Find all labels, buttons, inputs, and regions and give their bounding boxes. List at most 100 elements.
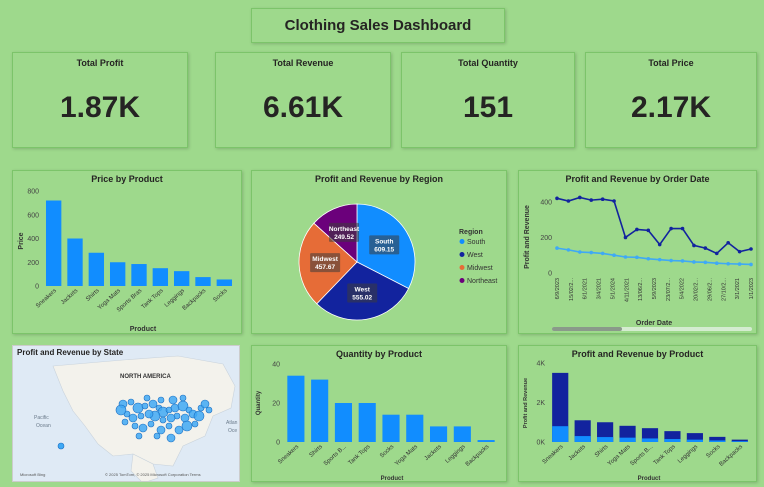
region-pie-chart[interactable]: South609.15West555.02Midwest457.67Northe… bbox=[252, 171, 508, 335]
chart-title: Profit and Revenue by Order Date bbox=[565, 174, 710, 184]
x-tick-label: Sports B... bbox=[323, 444, 348, 467]
bar bbox=[67, 238, 83, 286]
map-bubble bbox=[181, 420, 193, 432]
series-point bbox=[578, 250, 582, 254]
y-tick-label: 0K bbox=[536, 440, 545, 447]
series-point bbox=[566, 248, 571, 252]
series-point bbox=[589, 250, 594, 255]
order-date-line-card[interactable]: Profit and Revenue by Order Date 0 200 400… bbox=[518, 170, 757, 334]
x-tick-label: 15/02/2... bbox=[569, 278, 575, 301]
map-canvas[interactable]: NORTH AMERICA Pacific Ocean Atlan Oce Mi… bbox=[13, 346, 240, 482]
bar bbox=[45, 200, 62, 286]
x-tick-label: 20/02/2... bbox=[694, 278, 700, 301]
bar-profit bbox=[686, 439, 703, 442]
series-line bbox=[556, 247, 752, 266]
y-tick-label: 4K bbox=[536, 361, 545, 368]
pacific-ocean-label: Ocean bbox=[36, 423, 51, 429]
x-tick-label: 27/10/2... bbox=[721, 278, 727, 301]
series-point bbox=[714, 261, 719, 266]
dashboard-title: Clothing Sales Dashboard bbox=[251, 8, 505, 43]
kpi-card-total-quantity[interactable]: Total Quantity 151 bbox=[401, 52, 575, 148]
bar-profit bbox=[619, 437, 636, 442]
atlantic-label: Atlan bbox=[226, 420, 238, 426]
pie-label-bg bbox=[369, 235, 400, 255]
map-bubble bbox=[205, 406, 213, 414]
region-pie-card[interactable]: Profit and Revenue by Region South 609.15… bbox=[251, 170, 507, 334]
pie-label-bg bbox=[310, 253, 341, 273]
bar-revenue bbox=[731, 439, 748, 442]
map-brand: Microsoft Bing bbox=[20, 472, 45, 477]
legend-label: Northeast bbox=[467, 278, 497, 285]
series-point bbox=[623, 235, 628, 240]
dashboard-title-text: Clothing Sales Dashboard bbox=[284, 17, 472, 34]
legend-marker bbox=[459, 278, 465, 283]
x-tick-label: Tank Tops bbox=[653, 444, 677, 466]
map-bubble bbox=[148, 399, 158, 409]
x-tick-label: 5/4/2022 bbox=[680, 278, 686, 299]
kpi-value: 2.17K bbox=[630, 91, 712, 124]
x-tick-label: Socks bbox=[379, 444, 395, 459]
map-bubble bbox=[179, 394, 187, 402]
map-bubble bbox=[135, 432, 143, 440]
map-bubble bbox=[137, 412, 145, 420]
series-point bbox=[669, 226, 673, 231]
y-tick-label: 800 bbox=[27, 189, 39, 196]
chart-title: Price by Product bbox=[91, 174, 163, 184]
x-tick-label: 5/1/2024 bbox=[610, 278, 616, 299]
y-tick-label: 0 bbox=[276, 440, 280, 447]
mexico-landmass bbox=[130, 453, 159, 481]
map-bubble bbox=[128, 413, 138, 423]
series-point bbox=[680, 259, 685, 263]
series-point bbox=[646, 256, 651, 261]
pie-slice-value: 457.67 bbox=[315, 264, 335, 271]
series-point bbox=[555, 196, 559, 201]
x-tick-label: Jackets bbox=[60, 288, 79, 306]
x-tick-label: 29/06/2... bbox=[707, 278, 713, 301]
series-point bbox=[657, 242, 662, 247]
bar-revenue bbox=[552, 372, 569, 442]
map-bubble bbox=[153, 432, 161, 440]
map-bubble bbox=[191, 420, 199, 428]
profit-revenue-product-card[interactable]: Profit and Revenue by Product 0K 2K 4K Snea… bbox=[518, 345, 757, 482]
map-bubble bbox=[157, 396, 165, 404]
map-bubble bbox=[57, 442, 65, 450]
y-tick-label: 0 bbox=[548, 271, 552, 278]
y-tick-label: 600 bbox=[27, 212, 39, 219]
state-map[interactable]: NORTH AMERICA Pacific Ocean Atlan Oce Mi… bbox=[12, 345, 240, 482]
pie-slice-label: South bbox=[375, 238, 393, 245]
pie-slice-value: 555.02 bbox=[352, 294, 372, 301]
series-point bbox=[737, 262, 742, 266]
kpi-card-total-price[interactable]: Total Price 2.17K bbox=[585, 52, 757, 148]
bar bbox=[109, 262, 126, 286]
x-tick-label: Socks bbox=[706, 444, 722, 459]
pie-slice-label: Midwest bbox=[312, 256, 338, 263]
legend-label: Midwest bbox=[467, 265, 493, 272]
pie-label-bg bbox=[329, 222, 360, 242]
quantity-by-product-card[interactable]: Quantity by Product 0 20 40 Sneakers Shirts S… bbox=[251, 345, 507, 482]
x-tick-label: 13/06/2... bbox=[638, 278, 644, 301]
series-point bbox=[635, 227, 639, 232]
bar bbox=[152, 268, 169, 286]
order-date-line-chart[interactable]: 0 200 400 6/9/2023 15/02/2... 6/1/2021 3/4/202… bbox=[519, 171, 758, 335]
map-bubble bbox=[165, 422, 173, 430]
chart-title: Profit and Revenue by Region bbox=[314, 174, 444, 184]
bar bbox=[216, 279, 233, 286]
bar-revenue bbox=[709, 436, 726, 442]
series-point bbox=[749, 247, 753, 251]
map-attribution: © 2025 TomTom, © 2025 Microsoft Corporat… bbox=[105, 472, 201, 477]
legend-title: Region bbox=[459, 229, 483, 236]
kpi-card-total-profit[interactable]: Total Profit 1.87K bbox=[12, 52, 188, 148]
x-tick-label: Sneakers bbox=[277, 444, 300, 465]
kpi-card-total-revenue[interactable]: Total Revenue 6.61K bbox=[215, 52, 391, 148]
series-point bbox=[589, 198, 594, 202]
x-tick-label: Backpacks bbox=[465, 444, 491, 468]
x-tick-label: Tank Tops bbox=[348, 444, 372, 466]
price-by-product-card[interactable]: Price by Product 0 200 400 600 800 Sneakers Ja… bbox=[12, 170, 242, 334]
map-bubble bbox=[127, 398, 135, 406]
kpi-value: 151 bbox=[462, 91, 514, 124]
x-axis-title: Order Date bbox=[636, 320, 672, 327]
x-tick-label: Shirts bbox=[85, 288, 100, 303]
